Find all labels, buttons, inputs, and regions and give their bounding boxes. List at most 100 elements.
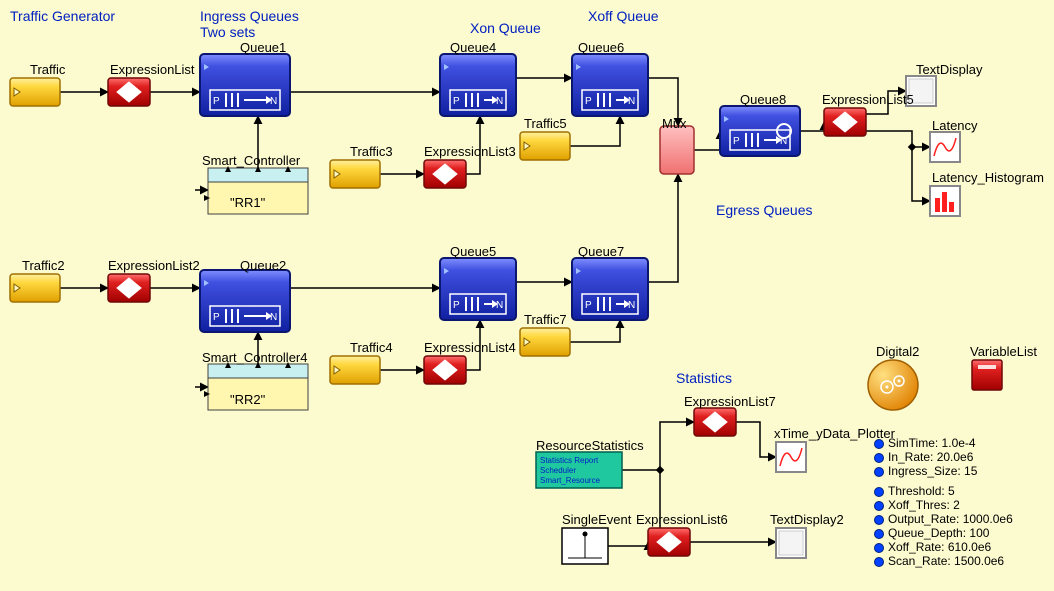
traffic2-block[interactable]: [10, 274, 60, 302]
labels.traffic7-label: Traffic7: [524, 312, 567, 327]
traffic4-block[interactable]: [330, 356, 380, 384]
exprList6-block[interactable]: [648, 528, 690, 556]
labels.rsLine3-label: Smart_Resource: [540, 476, 600, 485]
labels.queue1-label: Queue1: [240, 40, 286, 55]
svg-text:N: N: [496, 96, 503, 107]
labels.traffic3-label: Traffic3: [350, 144, 393, 159]
sections.ingress2-label: Two sets: [200, 24, 255, 40]
wire-10: [694, 131, 720, 150]
digital2-block[interactable]: [868, 360, 918, 410]
sections.ingress-label: Ingress Queues: [200, 8, 299, 24]
exprList5-block[interactable]: [824, 108, 866, 136]
wire-8: [570, 116, 620, 146]
traffic7-block[interactable]: [520, 328, 570, 356]
sections.traffic_gen-label: Traffic Generator: [10, 8, 115, 24]
svg-text:P: P: [585, 96, 592, 107]
labels.exprList6-label: ExpressionList6: [636, 512, 728, 527]
labels.exprList3-label: ExpressionList3: [424, 144, 516, 159]
labels.rr2-label: "RR2": [230, 392, 265, 407]
exprList4-block[interactable]: [424, 356, 466, 384]
svg-text:P: P: [453, 300, 460, 311]
labels.digital2-label: Digital2: [876, 344, 919, 359]
labels.queue4-label: Queue4: [450, 40, 496, 55]
sections.xon-label: Xon Queue: [470, 20, 541, 36]
queue5-block[interactable]: PN: [440, 258, 516, 320]
traffic5-block[interactable]: [520, 132, 570, 160]
latHist-block[interactable]: [930, 186, 960, 216]
labels.traffic-label: Traffic: [30, 62, 65, 77]
svg-text:P: P: [733, 136, 740, 147]
svg-text:P: P: [453, 96, 460, 107]
labels.latencyHist-label: Latency_Histogram: [932, 170, 1044, 185]
singleEvent-block[interactable]: [562, 528, 608, 564]
labels.traffic2-label: Traffic2: [22, 258, 65, 273]
mux-block[interactable]: [660, 126, 694, 174]
param-bullet-1: In_Rate: 20.0e6: [874, 450, 973, 464]
labels.queue5-label: Queue5: [450, 244, 496, 259]
exprList-block[interactable]: [108, 78, 150, 106]
svg-text:N: N: [270, 96, 277, 107]
labels.textDisplay-label: TextDisplay: [916, 62, 982, 77]
svg-text:P: P: [213, 312, 220, 323]
param-bullet-8: Scan_Rate: 1500.0e6: [874, 554, 1004, 568]
param-bullet-5: Output_Rate: 1000.0e6: [874, 512, 1013, 526]
labels.rr1-label: "RR1": [230, 195, 265, 210]
queue2-block[interactable]: PN: [200, 270, 290, 332]
svg-text:N: N: [628, 96, 635, 107]
wire-11: [800, 122, 824, 131]
labels.exprList2-label: ExpressionList2: [108, 258, 200, 273]
labels.rsLine1-label: Statistics Report: [540, 456, 598, 465]
textDisplay2-block[interactable]: [776, 528, 806, 558]
wire-24: [648, 174, 678, 282]
svg-text:N: N: [628, 300, 635, 311]
sections.stats-label: Statistics: [676, 370, 732, 386]
labels.exprList-label: ExpressionList: [110, 62, 195, 77]
wire-27: [608, 542, 648, 546]
labels.exprList5-label: ExpressionList5: [822, 92, 914, 107]
labels.latency-label: Latency: [932, 118, 978, 133]
traffic-block[interactable]: [10, 78, 60, 106]
queue7-block[interactable]: PN: [572, 258, 648, 320]
svg-text:P: P: [585, 300, 592, 311]
wire-13: [866, 131, 930, 147]
svg-text:N: N: [270, 312, 277, 323]
param-bullet-4: Xoff_Thres: 2: [874, 498, 960, 512]
svg-text:N: N: [496, 300, 503, 311]
queue8-block[interactable]: PN: [720, 106, 800, 156]
exprList3-block[interactable]: [424, 160, 466, 188]
queue6-block[interactable]: PN: [572, 54, 648, 116]
sections.xoff-label: Xoff Queue: [588, 8, 659, 24]
labels.exprList4-label: ExpressionList4: [424, 340, 516, 355]
wire-26: [736, 422, 776, 457]
exprList7-block[interactable]: [694, 408, 736, 436]
labels.queue7-label: Queue7: [578, 244, 624, 259]
labels.queue2-label: Queue2: [240, 258, 286, 273]
latency-block[interactable]: [930, 132, 960, 162]
labels.textDisplay2-label: TextDisplay2: [770, 512, 844, 527]
sections.egress-label: Egress Queues: [716, 202, 813, 218]
labels.queue6-label: Queue6: [578, 40, 624, 55]
param-bullet-3: Threshold: 5: [874, 484, 955, 498]
queue1-block[interactable]: PN: [200, 54, 290, 116]
labels.traffic5-label: Traffic5: [524, 116, 567, 131]
svg-text:P: P: [213, 96, 220, 107]
labels.rsLine2-label: Scheduler: [540, 466, 576, 475]
varList-block[interactable]: [972, 360, 1002, 390]
labels.singleEvent-label: SingleEvent: [562, 512, 631, 527]
xyPlotter-block[interactable]: [776, 442, 806, 472]
labels.smartCtrl-label: Smart_Controller: [202, 153, 300, 168]
param-bullet-7: Xoff_Rate: 610.0e6: [874, 540, 991, 554]
queue4-block[interactable]: PN: [440, 54, 516, 116]
labels.smartCtrl4-label: Smart_Controller4: [202, 350, 308, 365]
labels.mux-label: Mux: [662, 116, 687, 131]
labels.varList-label: VariableList: [970, 344, 1037, 359]
labels.queue8-label: Queue8: [740, 92, 786, 107]
labels.resStats-label: ResourceStatistics: [536, 438, 644, 453]
wire-28: [648, 470, 660, 542]
param-bullet-2: Ingress_Size: 15: [874, 464, 977, 478]
exprList2-block[interactable]: [108, 274, 150, 302]
labels.traffic4-label: Traffic4: [350, 340, 393, 355]
param-bullet-0: SimTime: 1.0e-4: [874, 436, 976, 450]
param-bullet-6: Queue_Depth: 100: [874, 526, 989, 540]
traffic3-block[interactable]: [330, 160, 380, 188]
